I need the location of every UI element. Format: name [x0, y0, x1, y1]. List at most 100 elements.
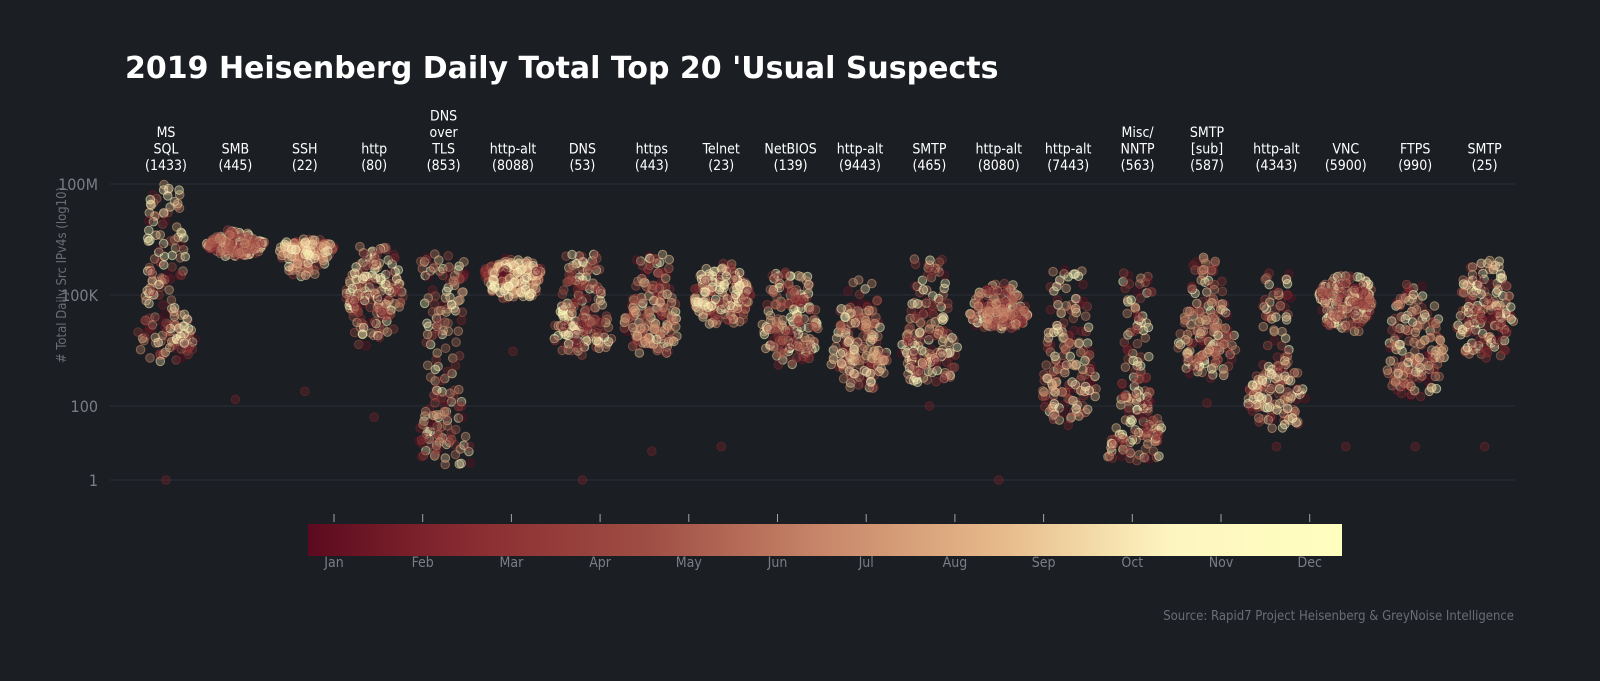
data-point: [766, 285, 775, 294]
color-legend-bar: [308, 524, 1342, 556]
data-point: [444, 252, 453, 261]
data-point: [156, 245, 165, 254]
data-point: [354, 308, 363, 317]
category-label: SSH (22): [292, 142, 318, 175]
data-point: [802, 277, 811, 286]
data-point: [836, 322, 845, 331]
data-point: [873, 296, 882, 305]
data-point: [777, 348, 786, 357]
data-point: [924, 271, 933, 280]
category-label: SMTP [sub] (587): [1190, 125, 1225, 174]
data-point: [1483, 297, 1492, 306]
data-point: [1322, 299, 1331, 308]
data-point: [692, 285, 701, 294]
chart-title: 2019 Heisenberg Daily Total Top 20 'Usua…: [125, 51, 998, 86]
data-point: [1283, 280, 1292, 289]
data-point: [1062, 302, 1071, 311]
data-point: [911, 312, 920, 321]
data-point: [423, 319, 432, 328]
data-point: [1079, 280, 1088, 289]
data-point: [584, 266, 593, 275]
data-point: [1503, 293, 1512, 302]
data-point: [1268, 424, 1277, 433]
data-point: [940, 284, 949, 293]
data-point: [669, 307, 678, 316]
data-point: [1263, 404, 1272, 413]
data-point: [651, 255, 660, 264]
data-point: [939, 327, 948, 336]
data-point: [1477, 259, 1486, 268]
data-point: [551, 336, 560, 345]
data-point: [1043, 374, 1052, 383]
data-point: [1209, 363, 1218, 372]
data-point: [568, 250, 577, 259]
data-point: [581, 306, 590, 315]
data-point: [664, 347, 673, 356]
data-point: [1061, 266, 1070, 275]
data-point: [1118, 381, 1127, 390]
data-point: [1228, 341, 1237, 350]
legend-month-label: May: [676, 555, 703, 571]
data-point: [1141, 454, 1150, 463]
data-point: [1075, 339, 1084, 348]
data-point: [188, 345, 197, 354]
data-point: [1134, 411, 1143, 420]
data-point: [740, 293, 749, 302]
data-point: [423, 330, 432, 339]
data-point: [1129, 356, 1138, 365]
data-point: [1263, 395, 1272, 404]
data-point: [1480, 442, 1489, 451]
data-point: [162, 476, 171, 485]
category-label: FTPS (990): [1398, 142, 1432, 175]
y-tick-label: 100: [71, 397, 98, 416]
data-point: [292, 246, 301, 255]
data-point: [765, 324, 774, 333]
data-point: [1071, 361, 1080, 370]
data-point: [177, 242, 186, 251]
data-points: [134, 180, 1518, 484]
data-point: [191, 335, 200, 344]
data-point: [439, 271, 448, 280]
legend-month-label: Dec: [1298, 555, 1322, 571]
data-point: [702, 276, 711, 285]
data-point: [839, 374, 848, 383]
data-point: [441, 318, 450, 327]
data-point: [995, 476, 1004, 485]
data-point: [1072, 294, 1081, 303]
data-point: [348, 284, 357, 293]
data-point: [1500, 345, 1509, 354]
data-point: [944, 371, 953, 380]
data-point: [203, 241, 212, 250]
data-point: [396, 298, 405, 307]
data-point: [148, 324, 157, 333]
data-point: [717, 442, 726, 451]
data-point: [1283, 348, 1292, 357]
data-point: [180, 310, 189, 319]
data-point: [1411, 328, 1420, 337]
data-point: [278, 251, 287, 260]
data-point: [285, 262, 294, 271]
data-point: [1270, 327, 1279, 336]
data-point: [1492, 336, 1501, 345]
data-point: [827, 360, 836, 369]
category-label: MS SQL (1433): [145, 125, 187, 174]
data-point: [1195, 307, 1204, 316]
data-point: [923, 297, 932, 306]
data-point: [719, 300, 728, 309]
data-point: [866, 378, 875, 387]
data-point: [629, 323, 638, 332]
data-point: [1124, 408, 1133, 417]
data-point: [866, 337, 875, 346]
data-point: [164, 192, 173, 201]
data-point: [862, 368, 871, 377]
data-point: [1415, 353, 1424, 362]
data-point: [367, 279, 376, 288]
data-point: [1428, 346, 1437, 355]
data-point: [841, 313, 850, 322]
data-point: [435, 438, 444, 447]
color-legend: Jan Feb Mar Apr May Jun Jul Aug Sep Oct Nov Dec: [308, 514, 1342, 571]
data-point: [362, 341, 371, 350]
data-point: [578, 476, 587, 485]
data-point: [437, 376, 446, 385]
data-point: [378, 306, 387, 315]
